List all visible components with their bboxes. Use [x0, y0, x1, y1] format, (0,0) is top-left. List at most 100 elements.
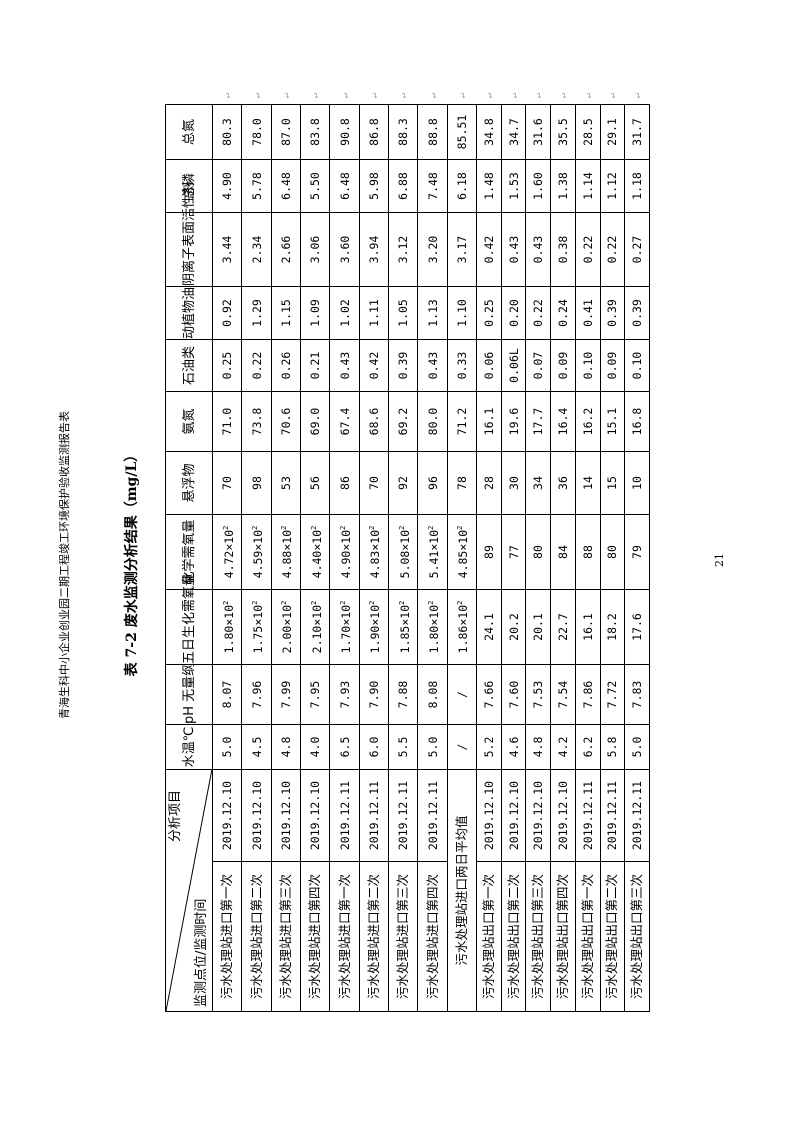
paragraph-mark-icon: ↵	[252, 93, 263, 99]
value-text: 2.00×102	[280, 600, 295, 654]
value-text: 6.0	[366, 736, 381, 758]
value-text: 7.60	[506, 680, 521, 709]
value-cell: 78.0 ↵	[241, 93, 272, 160]
value-text: 1.38	[556, 172, 570, 200]
value-text: 56	[308, 476, 323, 490]
value-cell: 7.48	[417, 159, 448, 213]
table-row: 污水处理站进口第一次 2019.12.11 6.5 7.93 1.70×102 4.90×…	[329, 93, 360, 1012]
paragraph-mark-icon: ↵	[457, 93, 468, 99]
value-cell: 36	[550, 451, 576, 515]
table-row: 污水处理站出口第二次 2019.12.10 4.6 7.60 20.2 77 30 19.6 0…	[501, 93, 526, 1012]
value-text: 0.10	[630, 351, 645, 380]
value-cell: 78	[447, 451, 477, 515]
location-cell: 污水处理站出口第二次	[501, 861, 526, 1012]
value-text: 31.6	[531, 118, 546, 146]
value-text: 4.90	[220, 172, 235, 200]
value-cell: 85.51 ↵	[447, 93, 477, 160]
value-cell: 4.83×102	[359, 514, 389, 590]
value-text: 1.11	[366, 299, 381, 327]
value-cell: 0.10	[624, 339, 650, 392]
value-text: 1.29	[249, 299, 264, 327]
value-cell: 22.7	[550, 589, 576, 665]
value-text: 0.10	[580, 351, 595, 380]
value-text: 4.8	[531, 736, 546, 758]
value-cell: 70	[359, 451, 389, 515]
paragraph-mark-icon: ↵	[369, 93, 380, 99]
value-cell: 98	[241, 451, 272, 515]
value-text: 85.51	[454, 114, 469, 150]
value-cell: 1.80×102	[212, 589, 242, 665]
value-text: 1.90×102	[368, 600, 383, 654]
column-header: 化学需氧量	[165, 514, 213, 590]
value-text: 71.2	[454, 407, 469, 436]
value-text: 0.22	[249, 351, 264, 380]
value-cell: 4.6	[501, 724, 526, 770]
value-cell: 16.2	[575, 391, 601, 452]
value-cell: 1.86×102	[447, 589, 477, 665]
table-row: 污水处理站进口第二次 2019.12.11 6.0 7.90 1.90×102 4.83×…	[359, 93, 389, 1012]
value-cell: 16.8	[624, 391, 650, 452]
value-cell: 5.2	[476, 724, 502, 770]
value-cell: 4.90×102	[329, 514, 360, 590]
page-number: 21	[713, 553, 726, 567]
value-cell: 20.1	[525, 589, 551, 665]
value-cell: 6.5	[329, 724, 360, 770]
value-cell: 7.54	[550, 664, 576, 725]
value-cell: 88	[575, 514, 601, 590]
value-cell: 16.1	[476, 391, 502, 452]
value-cell: 17.7	[525, 391, 551, 452]
value-cell: 68.6	[359, 391, 389, 452]
value-text: 1.48	[481, 172, 496, 200]
value-cell: 16.1	[575, 589, 601, 665]
paragraph-mark-icon: ↵	[509, 93, 520, 99]
value-text: 4.6	[506, 736, 521, 758]
value-cell: 0.92	[212, 286, 242, 340]
location-cell: 污水处理站进口第二次	[241, 861, 272, 1012]
value-text: 0.33	[454, 351, 469, 380]
corner-header-cell: 分析项目 监测点位/监测时间	[165, 769, 213, 1012]
value-text: 0.09	[605, 351, 620, 380]
value-text: 70.6	[278, 407, 293, 436]
value-text: 0.22	[580, 235, 595, 264]
date-cell: 2019.12.10	[300, 769, 330, 862]
value-text: 4.8	[278, 736, 293, 758]
paragraph-mark-icon: ↵	[608, 93, 619, 99]
value-cell: 71.2	[447, 391, 477, 452]
table-row: 污水处理站进口第三次 2019.12.11 5.5 7.88 1.85×102 5.08×…	[388, 93, 418, 1012]
value-text: 67.4	[337, 407, 352, 436]
value-text: 3.17	[454, 235, 469, 264]
value-cell: 0.43	[329, 339, 360, 392]
document-header: 青海生科中小企业创业园二期工程竣工环境保护验收监测报告表	[58, 411, 71, 719]
table-row: 污水处理站出口第一次 2019.12.10 5.2 7.66 24.1 89 28 16.1 0…	[476, 93, 502, 1012]
value-text: 0.39	[605, 299, 620, 327]
paragraph-mark-icon: ↵	[633, 93, 644, 99]
value-cell: 3.60	[329, 212, 360, 287]
value-text: 5.2	[481, 736, 496, 758]
value-cell: 7.72	[600, 664, 625, 725]
value-cell: 7.88	[388, 664, 418, 725]
value-text: 4.0	[308, 736, 323, 758]
value-cell: 10	[624, 451, 650, 515]
value-text: 6.48	[337, 172, 352, 200]
value-cell: 6.18	[447, 159, 477, 213]
value-cell: 8.07	[212, 664, 242, 725]
value-text: 1.18	[630, 172, 645, 200]
value-cell: 0.22	[575, 212, 601, 287]
value-cell: 1.48	[476, 159, 502, 213]
value-cell: 4.90	[212, 159, 242, 213]
value-text: 14	[580, 476, 595, 490]
value-cell: 0.22	[600, 212, 625, 287]
value-cell: 0.42	[476, 212, 502, 287]
value-cell: 4.59×102	[241, 514, 272, 590]
date-cell: 2019.12.11	[359, 769, 389, 862]
value-cell: 1.09	[300, 286, 330, 340]
value-cell: 1.15	[271, 286, 301, 340]
value-text: 88	[580, 545, 595, 559]
table-row: 污水处理站进口第一次 2019.12.10 5.0 8.07 1.80×102 4.72×…	[212, 93, 242, 1012]
value-cell: 0.09	[600, 339, 625, 392]
value-text: 0.43	[506, 235, 521, 264]
table-row: 污水处理站进口第二次 2019.12.10 4.5 7.96 1.75×102 4.59×…	[241, 93, 272, 1012]
column-header: 水温℃	[165, 724, 213, 770]
value-cell: 4.8	[525, 724, 551, 770]
value-text: 0.25	[481, 299, 496, 327]
